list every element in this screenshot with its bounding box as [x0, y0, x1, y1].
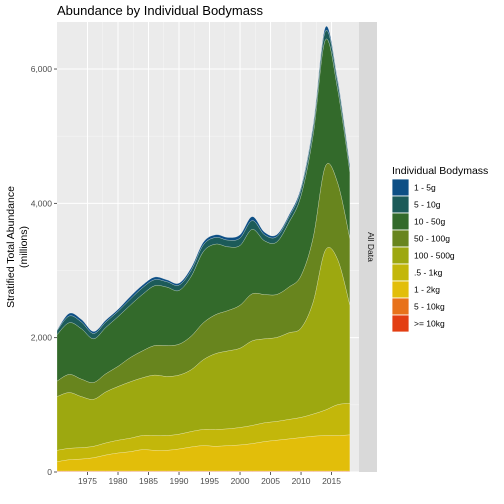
y-tick-label: 6,000: [31, 64, 53, 74]
chart-title: Abundance by Individual Bodymass: [57, 3, 263, 18]
x-tick-label: 2005: [261, 476, 280, 486]
legend-label: 5 - 10g: [414, 200, 441, 210]
legend-title: Individual Bodymass: [392, 165, 488, 177]
x-axis: 1975 1980 1985 1990 1995 2000 2005 2010 2015: [78, 472, 341, 486]
y-tick-label: 2,000: [31, 333, 53, 343]
y-axis-title-line-2: (millions): [18, 226, 30, 268]
facet-label: All Data: [366, 232, 376, 262]
legend-label: 100 - 500g: [414, 251, 455, 261]
legend-key: [392, 281, 409, 298]
legend-key: [392, 213, 409, 230]
x-tick-label: 2015: [322, 476, 341, 486]
x-tick-label: 1990: [170, 476, 189, 486]
legend-label: >= 10kg: [414, 319, 445, 329]
legend-key: [392, 264, 409, 281]
legend-label: 5 - 10kg: [414, 302, 445, 312]
legend-label: 50 - 100g: [414, 234, 450, 244]
legend-key: [392, 298, 409, 315]
legend-key: [392, 230, 409, 247]
x-tick-label: 2010: [292, 476, 311, 486]
x-tick-label: 1985: [139, 476, 158, 486]
y-axis: 0 2,000 4,000 6,000: [31, 64, 57, 477]
legend-label: 10 - 50g: [414, 217, 445, 227]
legend-label: 1 - 2kg: [414, 285, 440, 295]
y-tick-label: 0: [47, 467, 52, 477]
legend-key: [392, 179, 409, 196]
legend-label: .5 - 1kg: [414, 268, 443, 278]
legend-label: 1 - 5g: [414, 183, 436, 193]
legend-key: [392, 315, 409, 332]
y-tick-label: 4,000: [31, 198, 53, 208]
legend-key: [392, 247, 409, 264]
x-tick-label: 2000: [231, 476, 250, 486]
legend: Individual Bodymass 1 - 5g 5 - 10g 10 - 50…: [392, 165, 488, 332]
x-tick-label: 1995: [200, 476, 219, 486]
x-tick-label: 1975: [78, 476, 97, 486]
y-axis-title-line-1: Stratified Total Abundance: [5, 186, 17, 308]
x-tick-label: 1980: [109, 476, 128, 486]
legend-key: [392, 196, 409, 213]
